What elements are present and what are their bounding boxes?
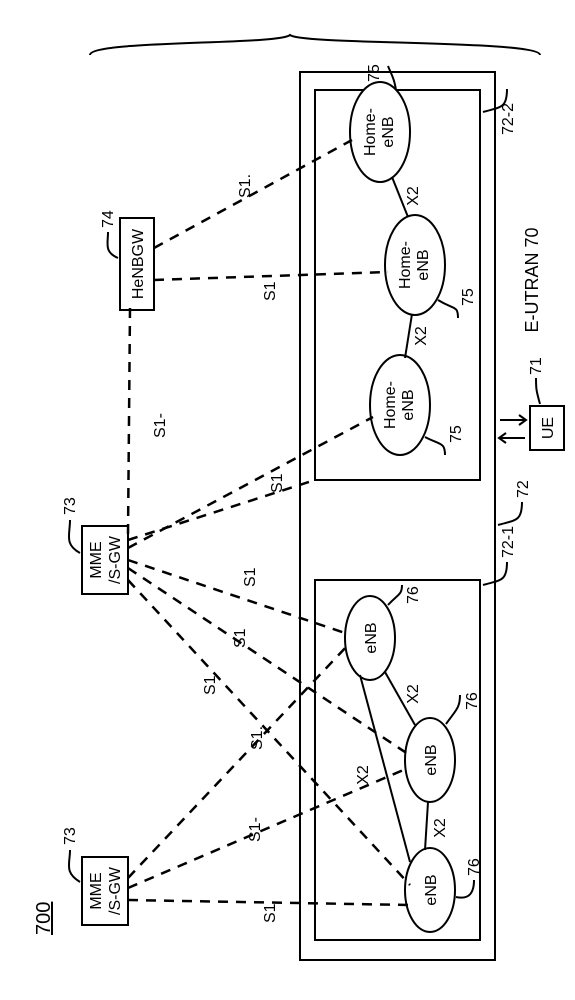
enb2-label: eNB	[423, 744, 440, 775]
henb2-label2: eNB	[415, 249, 432, 280]
s1-lbl-c: S1.	[249, 726, 266, 750]
mme2-ref: 73	[62, 497, 79, 515]
henb2-label1: Home-	[397, 241, 414, 289]
henb-group-ref: 72-2	[500, 103, 517, 135]
s1-lbl-d: S1	[202, 675, 219, 695]
mme1-ref: 73	[62, 827, 79, 845]
enb2-ref: 76	[464, 692, 481, 710]
mme-sgw-2: MME /S-GW 73	[62, 497, 128, 594]
henb3-ref: 75	[366, 64, 383, 82]
henb1-label2: eNB	[400, 389, 417, 420]
mme2-label2: /S-GW	[107, 535, 124, 584]
x2-lbl-3: X2	[355, 765, 372, 785]
x2-lbl-1: X2	[432, 818, 449, 838]
enb1-ref: 76	[466, 858, 483, 876]
henbgw-ref: 74	[100, 210, 117, 228]
enb1-label: eNB	[423, 874, 440, 905]
henb3-label1: Home-	[362, 108, 379, 156]
s1-lbl-b: S1-	[247, 817, 264, 842]
diagram-title: 700	[33, 902, 55, 935]
eutran-label: E-UTRAN 70	[522, 227, 542, 332]
ue-arrows	[499, 415, 526, 443]
mme1-label2: /S-GW	[107, 866, 124, 915]
s1-mme2-henbgw	[128, 308, 130, 534]
mme1-label1: MME	[88, 872, 105, 909]
x2-lbl-4: X2	[413, 326, 430, 346]
henb3-label2: eNB	[380, 116, 397, 147]
henbgw-node: HeNBGW 74	[100, 210, 154, 310]
mme2-label1: MME	[88, 541, 105, 578]
henbgw-label: HeNBGW	[130, 228, 147, 299]
henb2-ref: 75	[460, 288, 477, 306]
s1-lbl-i: S1	[262, 281, 279, 301]
henb1-label1: Home-	[382, 381, 399, 429]
henbgw-leader	[107, 232, 118, 258]
ue-label: UE	[540, 417, 557, 439]
s1-mme2-henbgroup	[128, 480, 315, 540]
mme-sgw-1: MME /S-GW 73	[62, 827, 128, 925]
enb-group-ref: 72-1	[500, 526, 517, 558]
s1-lbl-h: S1-	[152, 413, 169, 438]
ue-ref: 71	[528, 357, 545, 375]
henb1-ref: 75	[448, 425, 465, 443]
outer-ref: 72	[515, 480, 532, 498]
enb3-ref: 76	[405, 586, 422, 604]
x2-lbl-5: X2	[405, 186, 422, 206]
ue-node: UE 71	[528, 357, 564, 450]
eutran-brace	[90, 35, 540, 55]
x2-lbl-2: X2	[405, 684, 422, 704]
s1-lbl-f: S1	[242, 567, 259, 587]
outer-leader	[498, 502, 522, 525]
s1-lbl-a: S1	[262, 903, 279, 923]
s1-lbl-j: S1.	[237, 174, 254, 198]
mme1-leader	[69, 850, 80, 882]
mme2-leader	[69, 520, 80, 553]
s1-lbl-e: S1	[232, 628, 249, 648]
enb3-label: eNB	[363, 622, 380, 653]
